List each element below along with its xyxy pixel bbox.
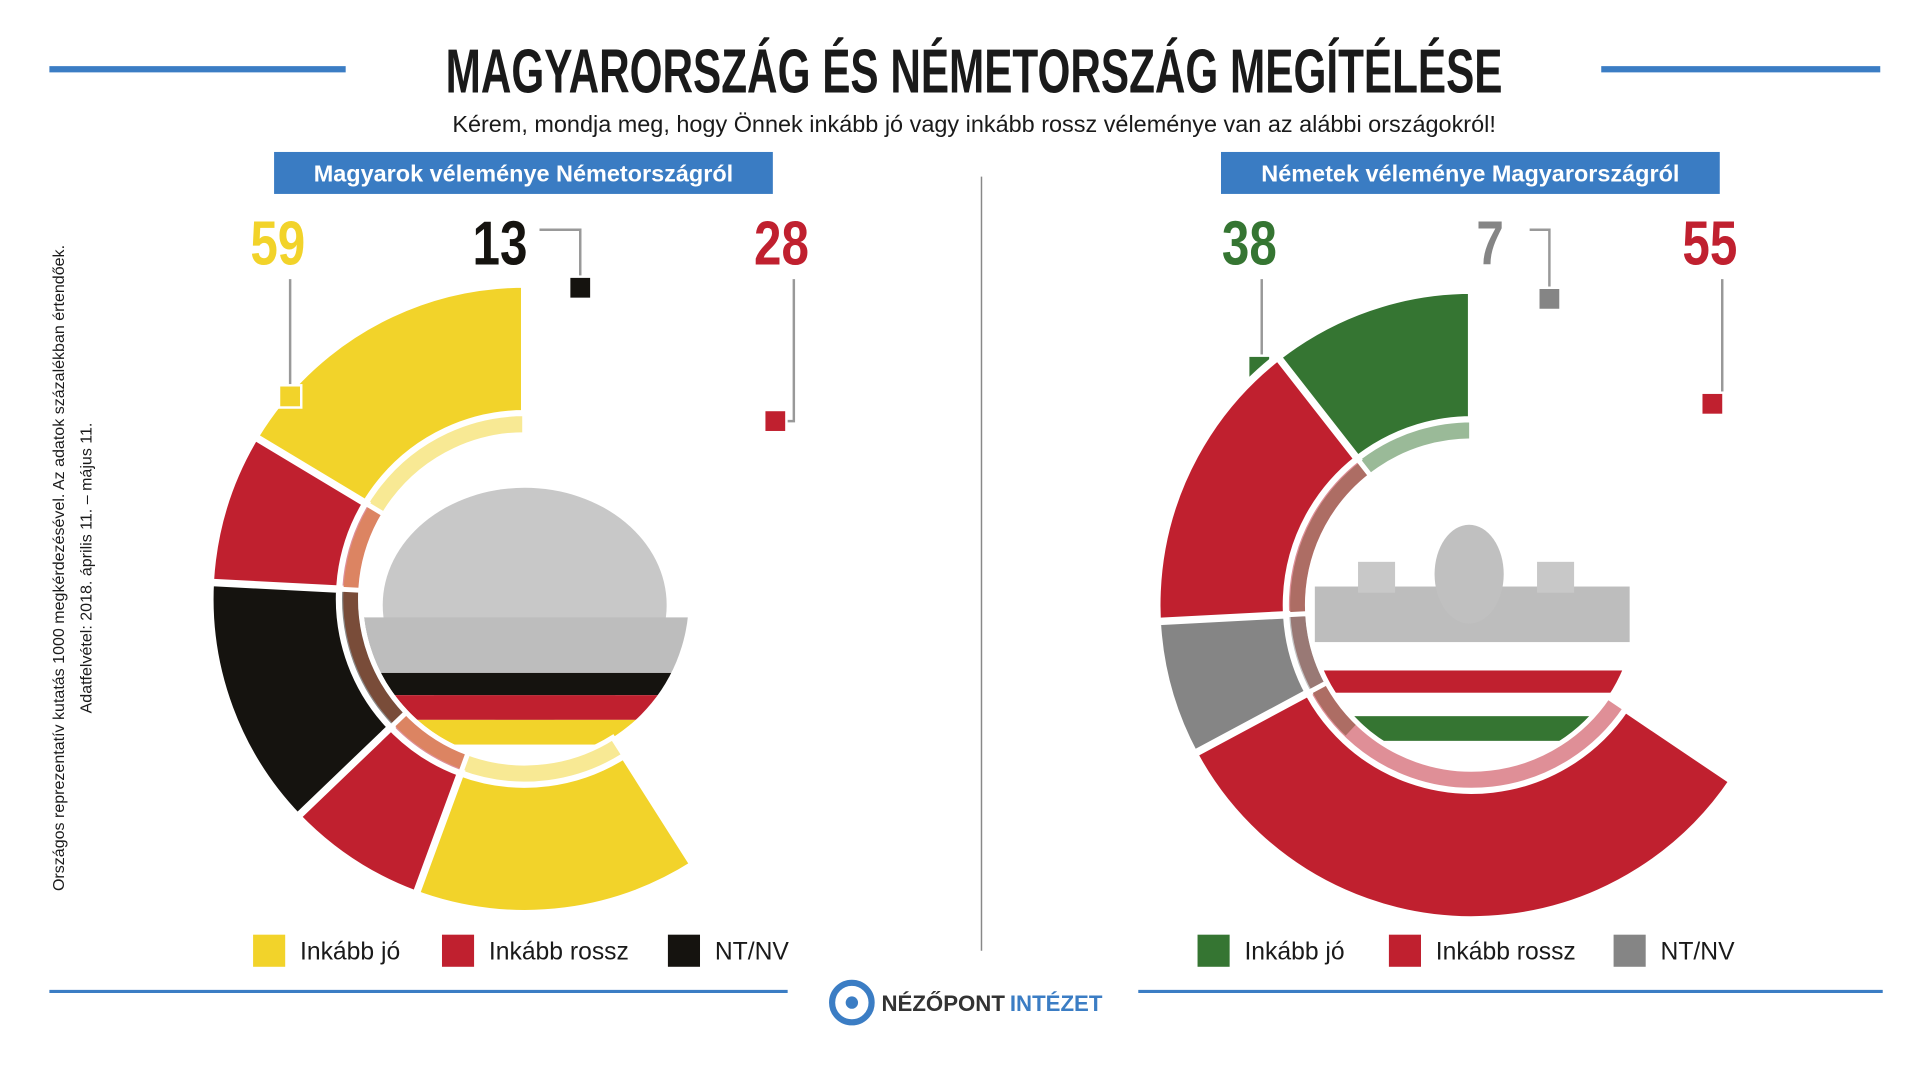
value-label: 55 xyxy=(1682,208,1737,278)
value-label: 59 xyxy=(250,208,305,278)
chart-title-box xyxy=(274,151,773,194)
inner-picture xyxy=(360,434,689,764)
leader-line xyxy=(1712,279,1724,406)
leader-marker xyxy=(1700,391,1725,417)
donut-inner-ring xyxy=(1283,455,1629,793)
donut-inner-ring xyxy=(1284,611,1331,696)
value-label: 38 xyxy=(1222,208,1277,278)
note: Országos reprezentatív kutatás 1000 megk… xyxy=(50,245,68,891)
legend-swatch xyxy=(253,934,286,967)
title: MAGYARORSZÁG ÉS NÉMETORSZÁG MEGÍTÉLÉSE xyxy=(446,38,1503,107)
subtitle: Kérem, mondja meg, hogy Önnek inkább jó … xyxy=(452,111,1496,137)
leader-line xyxy=(539,228,582,288)
leader-marker xyxy=(762,408,788,434)
legend-swatch xyxy=(1388,934,1421,967)
legend-label: Inkább rossz xyxy=(1436,938,1576,965)
value-label: 7 xyxy=(1476,208,1503,278)
logo: NÉZŐPONT INTÉZET xyxy=(829,979,1103,1026)
legend-swatch xyxy=(667,934,701,967)
value-label: 13 xyxy=(473,208,528,278)
leader-marker xyxy=(277,384,303,409)
chart-title: Németek véleménye Magyarországról xyxy=(1261,161,1679,187)
legend-label: Inkább jó xyxy=(300,938,400,965)
chart-title: Magyarok véleménye Németországról xyxy=(314,161,733,187)
legend-swatch xyxy=(1197,934,1230,967)
legend-label: NT/NV xyxy=(715,938,790,965)
legend-swatch xyxy=(1613,934,1646,967)
logo-icon xyxy=(845,996,859,1009)
leader-line xyxy=(1529,228,1551,299)
leader-marker xyxy=(1537,286,1562,312)
logo-icon xyxy=(829,979,875,1026)
note: Adatfelvétel: 2018. április 11. – május … xyxy=(77,423,95,714)
leader-marker xyxy=(567,275,593,301)
value-label: 28 xyxy=(754,208,809,278)
chart-title-box xyxy=(1220,151,1720,194)
logo-name: NÉZŐPONT xyxy=(881,991,1005,1016)
legend-label: NT/NV xyxy=(1661,938,1736,965)
leader-line xyxy=(1259,279,1263,369)
legend-swatch xyxy=(441,934,475,967)
legend-label: Inkább jó xyxy=(1244,938,1344,965)
logo-suffix: INTÉZET xyxy=(1010,991,1103,1016)
donut-inner-ring xyxy=(337,586,410,731)
leader-line xyxy=(775,279,796,423)
legend-label: Inkább rossz xyxy=(489,938,629,965)
